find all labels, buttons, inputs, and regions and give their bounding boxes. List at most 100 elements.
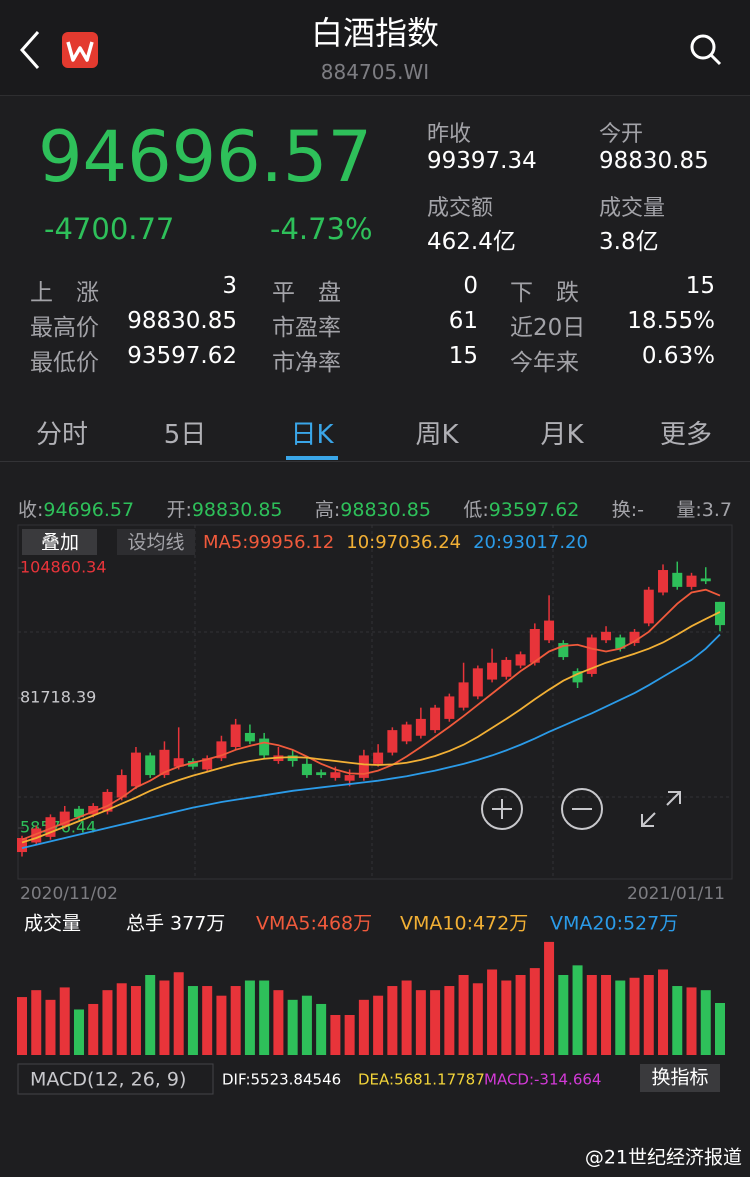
volume-bar [244,980,255,1055]
candle-body [586,637,597,674]
chart-frame [17,524,733,880]
volume-bar [116,983,127,1055]
kline-info-label: 换: [611,499,638,521]
search-icon[interactable] [688,32,724,68]
x-tick-label: 2021/01/11 [627,884,725,904]
kline-info-label: 低: [463,499,489,521]
tab[interactable]: 月K [540,420,584,450]
breadth-label: 最低价 [30,350,99,376]
chart-grid [18,525,732,879]
volume-bar [401,980,412,1055]
candle-body [159,749,170,776]
overlay-button-label[interactable]: 叠加 [41,532,79,554]
volume-bar [316,1003,327,1055]
breadth-value: 15 [448,343,478,369]
ma-button-label[interactable]: 设均线 [127,532,184,554]
volume-bar [273,990,284,1055]
candle-body [230,724,241,747]
candle-body [487,662,498,680]
candle-body [686,575,697,587]
ma-legend-item: MA5:99956.12 [203,532,334,553]
volume-bar [344,1015,355,1055]
candle-body [316,772,327,776]
volume-bar [430,990,441,1055]
volume-legend: 总手 377万 [126,913,225,935]
y-tick-label: 104860.34 [20,557,107,576]
candle-body [501,659,512,677]
volume-bar [373,995,384,1055]
candle-body [330,772,341,778]
candle-body [387,730,398,753]
tab[interactable]: 更多 [659,420,712,450]
tab[interactable]: 周K [415,420,459,450]
watermark: @21世纪经济报道 [585,1147,742,1169]
kline-info-item: 高:98830.85 [315,495,431,522]
header-icons[interactable] [14,28,104,72]
ma-legend-item: 20:93017.20 [473,532,588,553]
volume-bar [658,969,669,1055]
tab-underline [286,456,338,460]
candle-body [601,631,612,641]
candle-body [715,601,725,626]
candle-body [216,741,227,759]
volume-bar [187,986,198,1055]
kline-info-value: - [637,499,645,521]
breadth-value: 3 [222,273,237,299]
ma-line [21,611,721,844]
overlay-button[interactable] [22,529,97,555]
macd-switch-label[interactable]: 换指标 [651,1067,708,1089]
volume-title: 成交量 [24,913,81,935]
volume-legend: VMA20:527万 [550,913,678,935]
candle-body [145,755,156,776]
volume-bar [629,977,640,1055]
ma-button[interactable] [117,529,195,555]
volume-bar [672,986,683,1055]
candle-body [187,761,198,767]
tab[interactable]: 日K [290,420,334,450]
stat-label: 今开 [599,122,644,147]
tab[interactable]: 5日 [163,420,207,450]
volume-bar [259,980,270,1055]
kline-info-item: 开:98830.85 [166,495,282,522]
volume-bar [601,975,612,1055]
candle-body [515,654,526,666]
zoom-controls[interactable] [481,788,681,830]
volume-bar [615,980,626,1055]
candle-body [458,682,469,708]
kline-info-value: 93597.62 [488,499,580,521]
breadth-value: 0.63% [641,343,715,369]
ma-legend-item: 10:97036.24 [346,532,461,553]
back-icon[interactable] [19,31,40,69]
candle-body [88,805,99,815]
candle-body [558,643,569,658]
change: -4700.77 [44,212,175,246]
candle-body [130,752,141,787]
volume-bar [415,990,426,1055]
stat-label: 昨收 [427,122,472,147]
title: 白酒指数 [310,14,439,52]
volume-bar [287,999,298,1055]
breadth-value: 98830.85 [127,308,237,334]
x-tick-label: 2020/11/02 [20,884,118,904]
volume-bar [643,975,654,1055]
breadth-label: 市净率 [272,350,341,376]
kline-info-value: 94696.57 [43,499,135,521]
volume-bar [173,972,184,1055]
volume-bar [130,986,141,1055]
volume-bar [301,995,312,1055]
stat-value: 462.4亿 [427,229,516,255]
candle-body [344,775,355,781]
stat-value: 99397.34 [427,148,537,174]
volume-bar [529,968,540,1055]
stat-value: 98830.85 [599,148,709,174]
kline-info-item: 换:- [612,495,644,522]
stat-label: 成交额 [427,196,494,221]
macd-switch[interactable] [640,1064,720,1092]
candle-body [544,620,555,641]
volume-bar [515,975,526,1055]
divider [0,461,750,462]
candle-body [259,738,270,756]
kline-info-label: 高: [314,499,341,521]
tab[interactable]: 分时 [35,420,88,450]
candle-body [529,629,540,663]
